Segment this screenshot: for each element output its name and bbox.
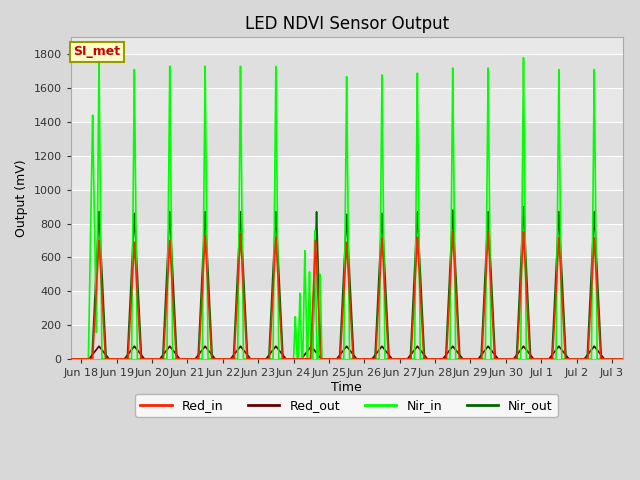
Red_in	[626, 356, 634, 362]
Line: Nir_in: Nir_in	[63, 58, 630, 359]
Title: LED NDVI Sensor Output: LED NDVI Sensor Output	[244, 15, 449, 33]
Line: Red_out: Red_out	[63, 346, 630, 359]
Red_out	[541, 356, 549, 362]
Nir_out	[541, 356, 549, 362]
Red_out	[626, 356, 634, 362]
Red_out	[484, 344, 492, 349]
Bar	[70, 257, 623, 291]
Nir_in	[519, 92, 527, 97]
Red_out	[561, 350, 568, 356]
Nir_out	[123, 356, 131, 362]
Nir_in	[484, 77, 492, 83]
Red_out	[60, 356, 67, 362]
Red_in	[241, 316, 249, 322]
Nir_out	[519, 211, 527, 217]
Nir_out	[561, 323, 568, 329]
Line: Nir_out: Nir_out	[63, 206, 630, 359]
Red_out	[519, 344, 527, 349]
Nir_in	[561, 356, 568, 362]
Legend: Red_in, Red_out, Nir_in, Nir_out: Red_in, Red_out, Nir_in, Nir_out	[136, 394, 558, 417]
Red_in	[519, 236, 527, 241]
Bar	[70, 325, 623, 359]
Red_in	[561, 339, 568, 345]
Text: SI_met: SI_met	[74, 46, 120, 59]
Red_out	[95, 343, 103, 349]
Red_in	[449, 228, 456, 234]
X-axis label: Time: Time	[332, 381, 362, 394]
Y-axis label: Output (mV): Output (mV)	[15, 159, 28, 237]
Red_out	[241, 349, 249, 355]
Line: Red_in: Red_in	[63, 231, 630, 359]
Red_in	[541, 356, 549, 362]
Bar	[70, 190, 623, 224]
Nir_in	[626, 356, 634, 362]
Bar	[70, 54, 623, 88]
Bar	[70, 122, 623, 156]
Nir_out	[520, 204, 527, 209]
Nir_out	[60, 356, 67, 362]
Nir_in	[541, 356, 549, 362]
Red_in	[123, 356, 131, 362]
Red_in	[484, 232, 492, 238]
Nir_in	[123, 356, 131, 362]
Nir_in	[241, 356, 249, 362]
Nir_in	[520, 55, 527, 60]
Nir_in	[60, 356, 67, 362]
Nir_out	[241, 300, 249, 305]
Red_out	[123, 353, 131, 359]
Nir_out	[484, 211, 492, 217]
Nir_out	[626, 356, 634, 362]
Red_in	[60, 356, 67, 362]
